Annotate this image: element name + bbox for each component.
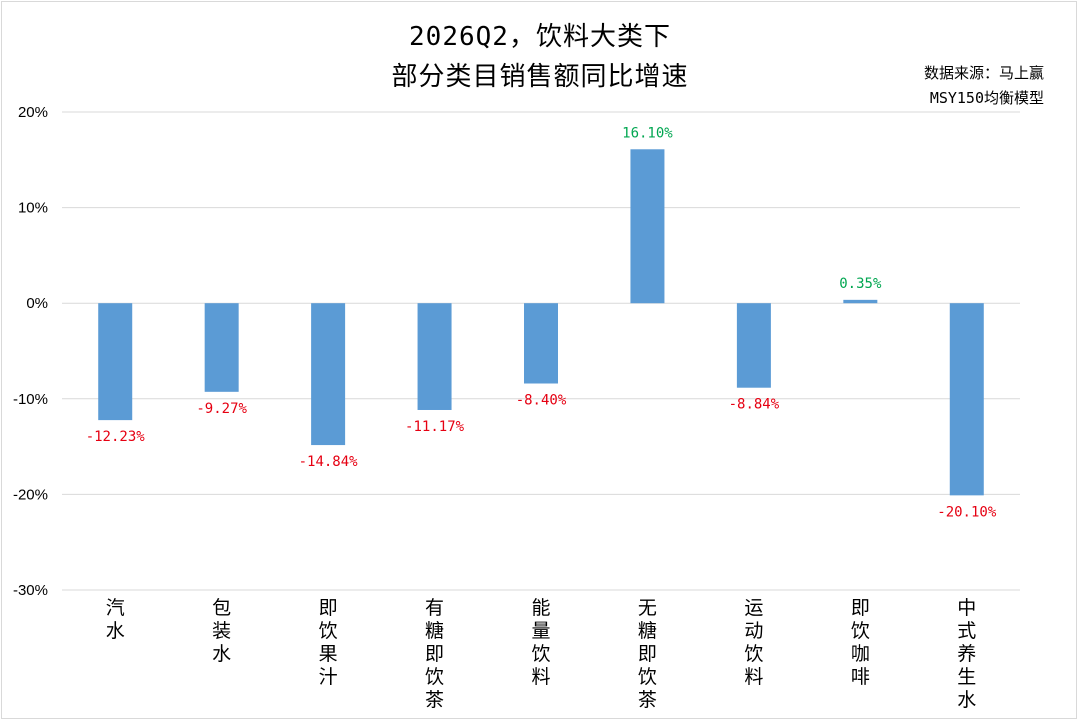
data-label: 0.35% bbox=[839, 276, 882, 292]
data-label: -8.40% bbox=[516, 393, 567, 409]
y-tick-label: 10% bbox=[18, 200, 48, 217]
data-label: 16.10% bbox=[622, 125, 673, 141]
bar bbox=[843, 299, 878, 304]
bar bbox=[98, 303, 133, 421]
bar bbox=[736, 303, 771, 388]
bar bbox=[524, 303, 558, 384]
x-category-label: 即饮咖啡 bbox=[851, 597, 870, 688]
bar bbox=[417, 303, 452, 410]
x-category-label: 汽水 bbox=[106, 597, 125, 642]
data-label: -9.27% bbox=[196, 401, 247, 417]
x-category-label: 无糖即饮茶 bbox=[638, 597, 657, 711]
y-tick-label: -20% bbox=[13, 486, 48, 503]
bar bbox=[311, 303, 346, 446]
x-category-label: 即饮果汁 bbox=[319, 597, 338, 688]
bar bbox=[204, 303, 239, 392]
x-category-label: 能量饮料 bbox=[531, 597, 550, 688]
chart-title-line-1: 2026Q2，饮料大类下 bbox=[409, 22, 671, 52]
data-label: -8.84% bbox=[729, 397, 780, 413]
y-tick-label: -30% bbox=[13, 582, 48, 599]
bar bbox=[630, 149, 665, 304]
chart-title-line-2: 部分类目销售额同比增速 bbox=[391, 62, 689, 92]
data-label: -12.23% bbox=[86, 429, 146, 445]
bar bbox=[949, 303, 984, 496]
data-label: -11.17% bbox=[405, 419, 465, 435]
x-category-label: 中式养生水 bbox=[957, 597, 976, 711]
x-category-label: 包装水 bbox=[212, 597, 231, 665]
x-category-label: 有糖即饮茶 bbox=[425, 597, 444, 711]
model-note: MSY150均衡模型 bbox=[929, 89, 1044, 107]
y-tick-label: -10% bbox=[13, 391, 48, 408]
source-note: 数据来源：马上赢 bbox=[923, 64, 1044, 82]
y-tick-label: 20% bbox=[18, 104, 48, 121]
x-category-label: 运动饮料 bbox=[744, 597, 763, 688]
data-label: -20.10% bbox=[937, 504, 997, 520]
y-tick-label: 0% bbox=[26, 295, 48, 312]
data-label: -14.84% bbox=[299, 454, 359, 470]
